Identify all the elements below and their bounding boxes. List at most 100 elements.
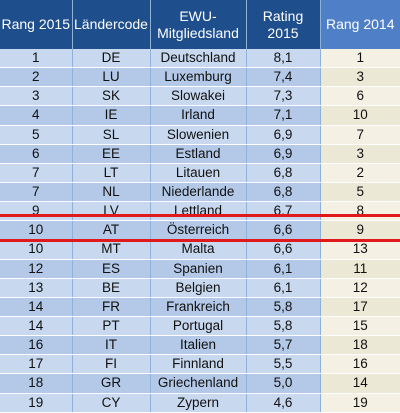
cell-rating-2015: 8,1 — [246, 49, 321, 69]
cell-country-name: Portugal — [150, 316, 247, 337]
header-member-line2: Mitgliedsland — [157, 24, 239, 41]
cell-rank-2015: 19 — [0, 393, 73, 413]
cell-country-code: FR — [72, 297, 151, 317]
cell-country-code: FI — [72, 354, 151, 375]
cell-rating-2015: 6,7 — [246, 201, 321, 222]
cell-country-code: IT — [72, 335, 151, 356]
cell-rating-2015: 6,9 — [246, 125, 321, 145]
cell-rank-2014: 5 — [319, 182, 400, 203]
cell-country-name: Irland — [150, 105, 247, 126]
cell-country-name: Malta — [150, 239, 247, 260]
cell-rating-2015: 6,8 — [246, 163, 321, 183]
cell-country-code: PT — [72, 316, 151, 337]
table-row: 1 DE Deutschland 8,1 1 — [0, 49, 400, 69]
cell-rank-2014: 10 — [319, 105, 400, 126]
cell-country-name: Litauen — [150, 163, 247, 183]
cell-rank-2014: 17 — [319, 297, 400, 317]
table-row: 16 IT Italien 5,7 18 — [0, 335, 400, 356]
table-row: 17 FI Finnland 5,5 16 — [0, 354, 400, 375]
cell-country-name: Italien — [150, 335, 247, 356]
cell-country-name: Slowenien — [150, 125, 247, 145]
cell-country-code: EE — [72, 144, 151, 164]
cell-rating-2015: 7,4 — [246, 67, 321, 88]
cell-rating-2015: 4,6 — [246, 393, 321, 413]
cell-rank-2014: 3 — [319, 67, 400, 88]
table-row: 2 LU Luxemburg 7,4 3 — [0, 67, 400, 88]
cell-country-name: Lettland — [150, 201, 247, 222]
table-row: 13 BE Belgien 6,1 12 — [0, 278, 400, 298]
cell-rank-2015: 7 — [0, 163, 73, 183]
cell-rating-2015: 7,3 — [246, 86, 321, 107]
cell-rank-2014: 16 — [319, 354, 400, 375]
cell-rank-2015: 3 — [0, 86, 73, 107]
table-row: 10 MT Malta 6,6 13 — [0, 239, 400, 260]
cell-country-code: LU — [72, 67, 151, 88]
cell-rank-2014: 9 — [319, 220, 400, 241]
cell-country-code: SK — [72, 86, 151, 107]
cell-country-code: GR — [72, 373, 151, 394]
cell-rating-2015: 5,8 — [246, 297, 321, 317]
cell-rating-2015: 7,1 — [246, 105, 321, 126]
cell-rank-2014: 13 — [319, 239, 400, 260]
cell-rank-2014: 6 — [319, 86, 400, 107]
table-row: 18 GR Griechenland 5,0 14 — [0, 373, 400, 394]
header-rank-2015: Rang 2015 — [0, 0, 73, 49]
cell-country-name: Österreich — [150, 220, 247, 241]
cell-country-code: ES — [72, 259, 151, 279]
table-row: 14 FR Frankreich 5,8 17 — [0, 297, 400, 317]
cell-rank-2014: 19 — [319, 393, 400, 413]
cell-rating-2015: 5,5 — [246, 354, 321, 375]
cell-country-name: Niederlande — [150, 182, 247, 203]
cell-country-code: LT — [72, 163, 151, 183]
cell-country-name: Slowakei — [150, 86, 247, 107]
table-row: 10 AT Österreich 6,6 9 — [0, 220, 400, 241]
table-row: 12 ES Spanien 6,1 11 — [0, 259, 400, 279]
cell-country-code: SL — [72, 125, 151, 145]
cell-country-code: CY — [72, 393, 151, 413]
cell-country-name: Finnland — [150, 354, 247, 375]
cell-rank-2015: 16 — [0, 335, 73, 356]
header-member-country: EWU- Mitgliedsland — [150, 0, 247, 49]
cell-country-code: NL — [72, 182, 151, 203]
cell-rating-2015: 6,6 — [246, 220, 321, 241]
cell-rank-2014: 8 — [319, 201, 400, 222]
cell-country-code: BE — [72, 278, 151, 298]
cell-rank-2014: 2 — [319, 163, 400, 183]
header-rank-2014: Rang 2014 — [320, 0, 400, 49]
table-row: 6 EE Estland 6,9 3 — [0, 144, 400, 164]
cell-country-name: Griechenland — [150, 373, 247, 394]
cell-rank-2014: 12 — [319, 278, 400, 298]
cell-rank-2015: 4 — [0, 105, 73, 126]
cell-rating-2015: 6,6 — [246, 239, 321, 260]
cell-rank-2015: 7 — [0, 182, 73, 203]
cell-country-name: Deutschland — [150, 49, 247, 69]
cell-rank-2015: 14 — [0, 297, 73, 317]
cell-rating-2015: 6,8 — [246, 182, 321, 203]
cell-rank-2014: 18 — [319, 335, 400, 356]
header-rating-2015: Rating 2015 — [246, 0, 321, 49]
cell-rank-2015: 5 — [0, 125, 73, 145]
cell-rank-2015: 17 — [0, 354, 73, 375]
cell-rating-2015: 6,9 — [246, 144, 321, 164]
table-row: 9 LV Lettland 6,7 8 — [0, 201, 400, 222]
cell-rank-2015: 10 — [0, 239, 73, 260]
table-row: 4 IE Irland 7,1 10 — [0, 105, 400, 126]
cell-country-code: DE — [72, 49, 151, 69]
cell-rank-2014: 3 — [319, 144, 400, 164]
header-row: Rang 2015 Ländercode EWU- Mitgliedsland … — [0, 0, 400, 49]
cell-country-code: MT — [72, 239, 151, 260]
cell-rank-2015: 1 — [0, 49, 73, 69]
cell-rank-2015: 13 — [0, 278, 73, 298]
cell-rank-2014: 1 — [319, 49, 400, 69]
cell-country-code: AT — [72, 220, 151, 241]
cell-rating-2015: 5,8 — [246, 316, 321, 337]
cell-country-code: LV — [72, 201, 151, 222]
table-row: 5 SL Slowenien 6,9 7 — [0, 125, 400, 145]
cell-rating-2015: 5,0 — [246, 373, 321, 394]
table-row: 7 LT Litauen 6,8 2 — [0, 163, 400, 183]
table-row: 19 CY Zypern 4,6 19 — [0, 393, 400, 413]
cell-rank-2015: 6 — [0, 144, 73, 164]
cell-rank-2014: 7 — [319, 125, 400, 145]
cell-country-name: Luxemburg — [150, 67, 247, 88]
cell-rank-2014: 14 — [319, 373, 400, 394]
